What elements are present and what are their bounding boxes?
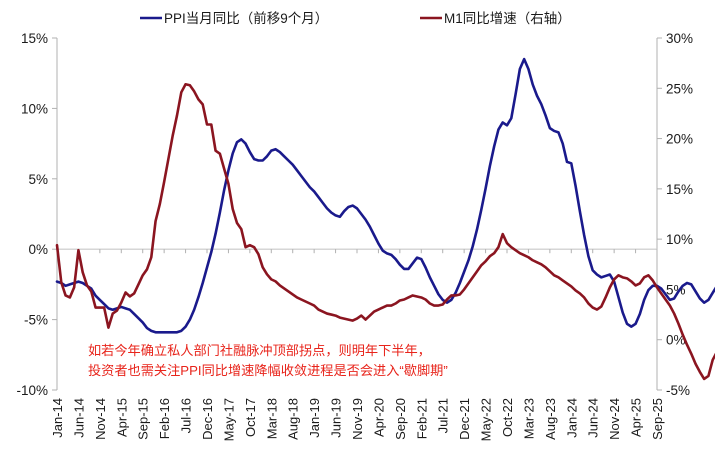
left-tick-label: 5% <box>28 172 48 187</box>
x-tick-label: Oct-22 <box>500 398 515 437</box>
left-tick-label: 15% <box>21 31 48 46</box>
left-tick-label: 10% <box>21 101 48 116</box>
x-tick-label: Oct-17 <box>243 398 258 437</box>
x-tick-label: Aug-18 <box>286 398 301 440</box>
x-tick-label: Jan-24 <box>564 398 579 438</box>
series-line-m1 <box>55 82 715 381</box>
right-tick-label: 5% <box>666 282 686 297</box>
series-line-ppi <box>55 57 715 334</box>
x-tick-label: Jul-21 <box>436 398 451 433</box>
x-tick-label: Mar-23 <box>521 398 536 439</box>
left-tick-label: -5% <box>24 313 48 328</box>
legend-item: M1同比增速（右轴） <box>420 11 571 26</box>
x-tick-label: Nov-24 <box>607 398 622 440</box>
annotation-line-2: 投资者也需关注PPI同比增速降幅收敛进程是否会进入“歇脚期” <box>88 363 448 378</box>
x-tick-label: Sep-25 <box>650 398 665 440</box>
x-tick-label: Apr-15 <box>114 398 129 437</box>
x-tick-label: May-22 <box>479 398 494 441</box>
x-tick-label: Aug-23 <box>543 398 558 440</box>
right-tick-label: -5% <box>666 383 690 398</box>
right-tick-label: 15% <box>666 182 693 197</box>
x-tick-label: Dec-16 <box>200 398 215 440</box>
x-tick-label: Jun-14 <box>71 398 86 438</box>
left-tick-label: -10% <box>16 383 48 398</box>
x-tick-label: Apr-25 <box>629 398 644 437</box>
x-tick-label: May-17 <box>221 398 236 441</box>
x-tick-label: Feb-21 <box>414 398 429 439</box>
x-tick-label: Jun-24 <box>586 398 601 438</box>
x-tick-label: Sep-20 <box>393 398 408 440</box>
legend-label: PPI当月同比（前移9个月） <box>164 10 328 26</box>
x-tick-label: Sep-15 <box>136 398 151 440</box>
right-tick-label: 0% <box>666 333 686 348</box>
annotation-line-1: 如若今年确立私人部门社融脉冲顶部拐点，则明年下半年， <box>88 343 431 358</box>
legend-item: PPI当月同比（前移9个月） <box>140 10 328 26</box>
x-tick-label: Nov-19 <box>350 398 365 440</box>
x-tick-label: Jan-19 <box>307 398 322 438</box>
right-tick-label: 10% <box>666 232 693 247</box>
x-tick-label: Dec-21 <box>457 398 472 440</box>
right-tick-label: 20% <box>666 132 693 147</box>
x-tick-label: Jul-16 <box>179 398 194 433</box>
legend-label: M1同比增速（右轴） <box>444 11 571 26</box>
left-tick-label: 0% <box>28 242 48 257</box>
x-tick-label: Nov-14 <box>93 398 108 440</box>
right-tick-label: 30% <box>666 31 693 46</box>
x-tick-label: Jun-19 <box>329 398 344 438</box>
x-tick-label: Apr-20 <box>371 398 386 437</box>
x-tick-label: Feb-16 <box>157 398 172 439</box>
x-tick-label: Mar-18 <box>264 398 279 439</box>
right-tick-label: 25% <box>666 81 693 96</box>
x-tick-label: Jan-14 <box>50 398 65 438</box>
